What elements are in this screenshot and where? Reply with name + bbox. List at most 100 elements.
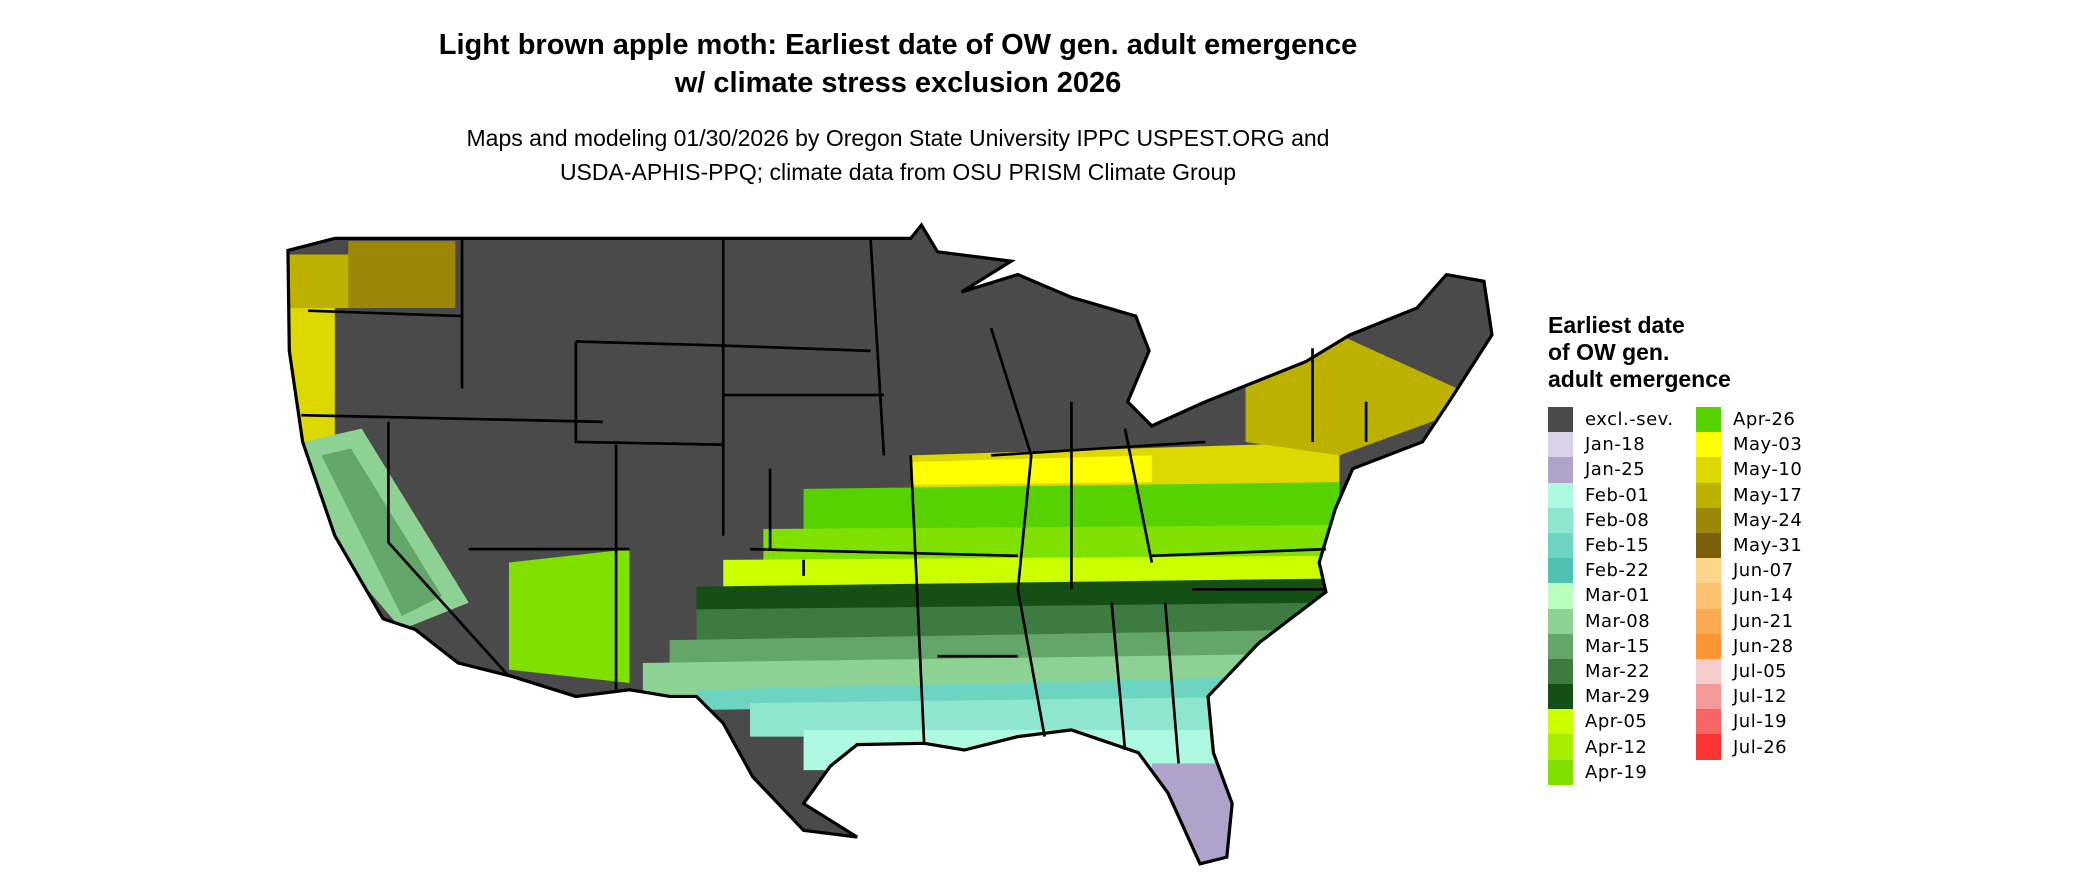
- legend-item: Mar-08: [1548, 608, 1674, 634]
- legend-label: Jun-21: [1733, 610, 1794, 632]
- legend-swatch: [1548, 507, 1573, 533]
- legend-item: May-17: [1696, 482, 1803, 508]
- legend-swatch: [1696, 658, 1721, 685]
- legend-column-2: Apr-26 May-03 May-10 May-17 May-24 May-31 Jun-…: [1696, 407, 1802, 760]
- legend-item: Jun-14: [1696, 583, 1802, 609]
- legend-item: Feb-01: [1548, 482, 1674, 508]
- title-line-2: w/ climate stress exclusion 2026: [674, 67, 1122, 99]
- legend-column-1: excl.-sev. Jan-18 Jan-25 Feb-01 Feb-08 Feb-15…: [1548, 407, 1674, 785]
- state-boundary-line: [575, 340, 724, 347]
- legend-item: Jul-12: [1696, 684, 1802, 710]
- legend-label: Mar-22: [1585, 660, 1651, 682]
- legend-swatch: [1548, 709, 1573, 735]
- legend-title-line: of OW gen.: [1548, 339, 1670, 365]
- legend-label: Jul-12: [1733, 686, 1788, 708]
- legend-swatch: [1696, 407, 1721, 433]
- zone-apr-19: [508, 549, 630, 684]
- legend-label: Jan-18: [1585, 434, 1646, 456]
- legend-swatch: [1696, 608, 1721, 634]
- legend-label: Mar-15: [1585, 635, 1651, 657]
- zone-may-10: [289, 308, 335, 442]
- legend-label: May-10: [1733, 459, 1803, 481]
- legend-item: excl.-sev.: [1548, 407, 1674, 433]
- title-line-1: Light brown apple moth: Earliest date of…: [438, 29, 1358, 61]
- legend-swatch: [1696, 684, 1721, 710]
- legend-swatch: [1696, 633, 1721, 659]
- state-boundary-line: [989, 327, 1033, 590]
- state-boundaries: [301, 238, 1368, 764]
- legend-swatch: [1696, 709, 1721, 735]
- state-boundary-line: [574, 341, 724, 446]
- legend-swatch: [1696, 432, 1721, 458]
- legend-item: Feb-15: [1548, 532, 1674, 559]
- legend-item: Feb-08: [1548, 507, 1674, 533]
- legend-swatch: [1548, 658, 1573, 685]
- legend-label: Apr-05: [1585, 711, 1648, 733]
- state-boundary-line: [1016, 589, 1046, 737]
- legend-swatch: [1548, 482, 1573, 508]
- legend-label: Mar-01: [1585, 585, 1651, 607]
- legend-item: Jun-07: [1696, 558, 1802, 584]
- map-title: Light brown apple moth: Earliest date of…: [298, 26, 1498, 102]
- legend-label: May-17: [1733, 484, 1803, 506]
- legend-label: Feb-01: [1585, 484, 1650, 506]
- legend-swatch: [1548, 633, 1573, 659]
- legend-swatch: [1548, 759, 1573, 785]
- legend-item: Jan-18: [1548, 432, 1674, 458]
- state-boundary-line: [1163, 602, 1180, 764]
- legend-label: excl.-sev.: [1585, 409, 1674, 431]
- state-boundary-line: [1123, 428, 1154, 563]
- legend-swatch: [1548, 558, 1573, 584]
- subtitle-line-1: Maps and modeling 01/30/2026 by Oregon S…: [466, 125, 1330, 151]
- legend-label: Jun-07: [1733, 560, 1794, 582]
- legend-title: Earliest date of OW gen. adult emergence: [1548, 312, 1731, 393]
- legend-swatch: [1548, 407, 1573, 433]
- zone-may-17: [1245, 334, 1487, 456]
- state-boundary-line: [723, 344, 871, 353]
- legend-swatch: [1696, 507, 1721, 533]
- legend-swatch: [1548, 608, 1573, 634]
- legend-label: Feb-08: [1585, 509, 1650, 531]
- legend-swatch: [1548, 457, 1573, 483]
- legend-title-line: adult emergence: [1548, 366, 1731, 392]
- map-subtitle: Maps and modeling 01/30/2026 by Oregon S…: [298, 121, 1498, 189]
- legend-swatch: [1696, 734, 1721, 760]
- legend-label: Jun-14: [1733, 585, 1794, 607]
- legend-swatch: [1696, 558, 1721, 584]
- legend-item: Mar-22: [1548, 658, 1674, 685]
- legend-label: Jun-28: [1733, 635, 1794, 657]
- legend-label: Apr-26: [1733, 409, 1796, 431]
- legend-swatch: [1548, 532, 1573, 559]
- zone-feb-08: [750, 696, 1286, 737]
- legend-item: May-10: [1696, 457, 1803, 483]
- legend-swatch: [1548, 583, 1573, 609]
- state-boundary-line: [307, 309, 463, 318]
- legend-item: Jul-26: [1696, 734, 1802, 760]
- legend-item: Jun-28: [1696, 633, 1802, 659]
- state-boundary-line: [1151, 547, 1326, 558]
- state-boundary-line: [869, 238, 886, 456]
- legend-item: Mar-15: [1548, 633, 1674, 659]
- legend-item: Apr-05: [1548, 709, 1674, 735]
- legend-label: Apr-19: [1585, 761, 1648, 783]
- zone-jan-25: [1151, 763, 1286, 864]
- us-outline: [286, 222, 1494, 866]
- legend-swatch: [1548, 432, 1573, 458]
- subtitle-line-2: USDA-APHIS-PPQ; climate data from OSU PR…: [559, 159, 1237, 185]
- zone-may-03: [910, 455, 1152, 485]
- legend-swatch: [1696, 532, 1721, 559]
- legend-label: May-03: [1733, 434, 1803, 456]
- state-boundary-line: [990, 440, 1206, 457]
- legend-label: Jul-19: [1733, 711, 1788, 733]
- legend-item: Apr-19: [1548, 759, 1674, 785]
- state-boundary-line: [1110, 602, 1127, 751]
- legend-swatch: [1548, 684, 1573, 710]
- state-boundary-line: [749, 547, 1018, 558]
- legend-label: Jul-05: [1733, 660, 1788, 682]
- legend-item: Apr-12: [1548, 734, 1674, 760]
- legend-title-line: Earliest date: [1548, 312, 1685, 338]
- legend-label: Jan-25: [1585, 459, 1646, 481]
- legend-item: Mar-29: [1548, 684, 1674, 710]
